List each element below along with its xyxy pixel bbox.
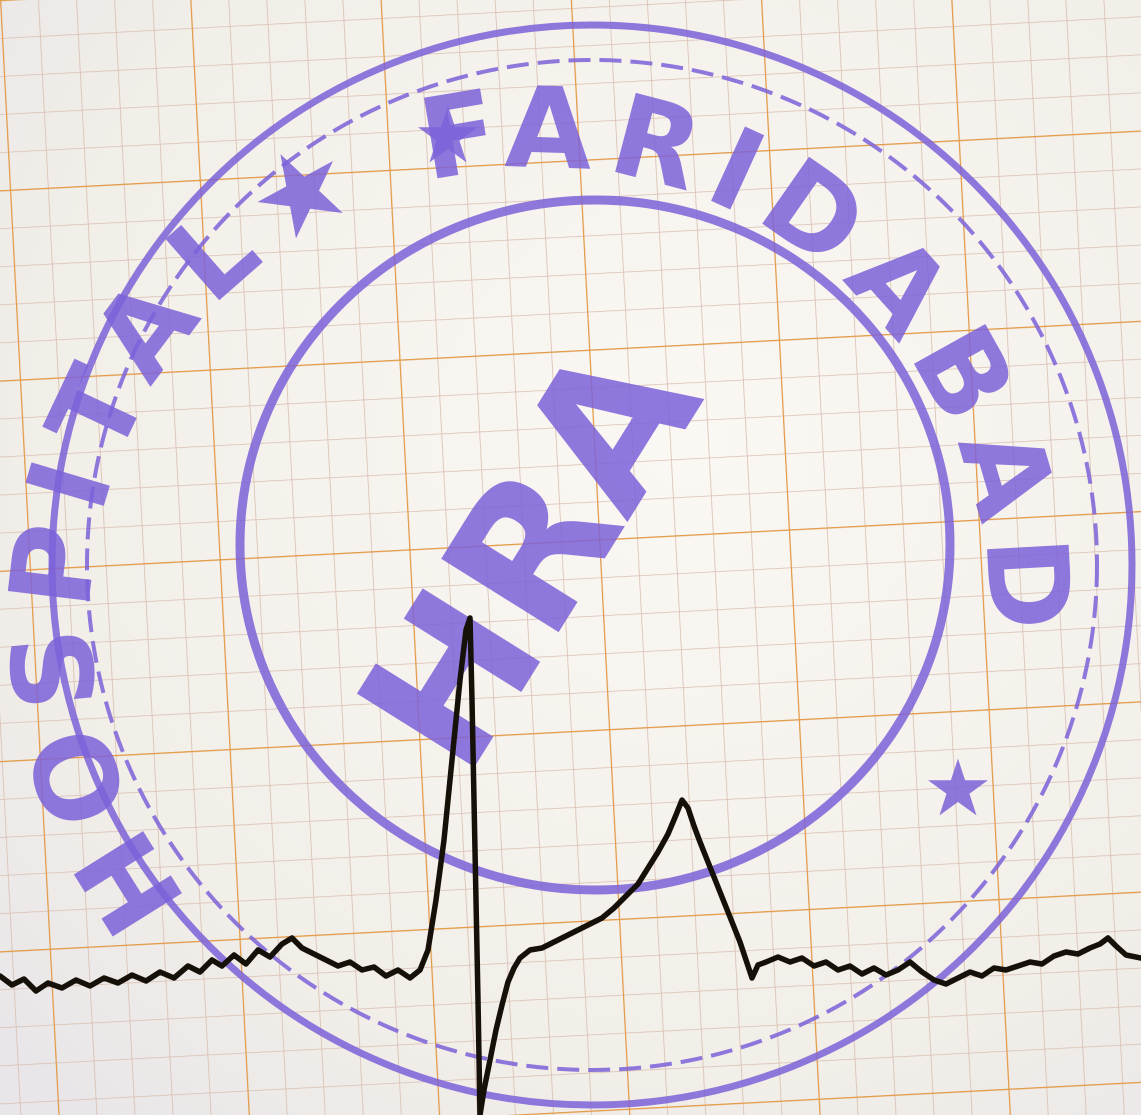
stamp-inner-ring [235,195,955,895]
stamp-outer-ring [48,21,1136,1109]
hospital-stamp [48,21,1136,1109]
stamp-star-right: ★ [923,744,993,834]
stamp-middle-ring [85,58,1099,1072]
ecg-trace [0,615,1141,1115]
stamp-star-left: ★ [413,91,483,181]
